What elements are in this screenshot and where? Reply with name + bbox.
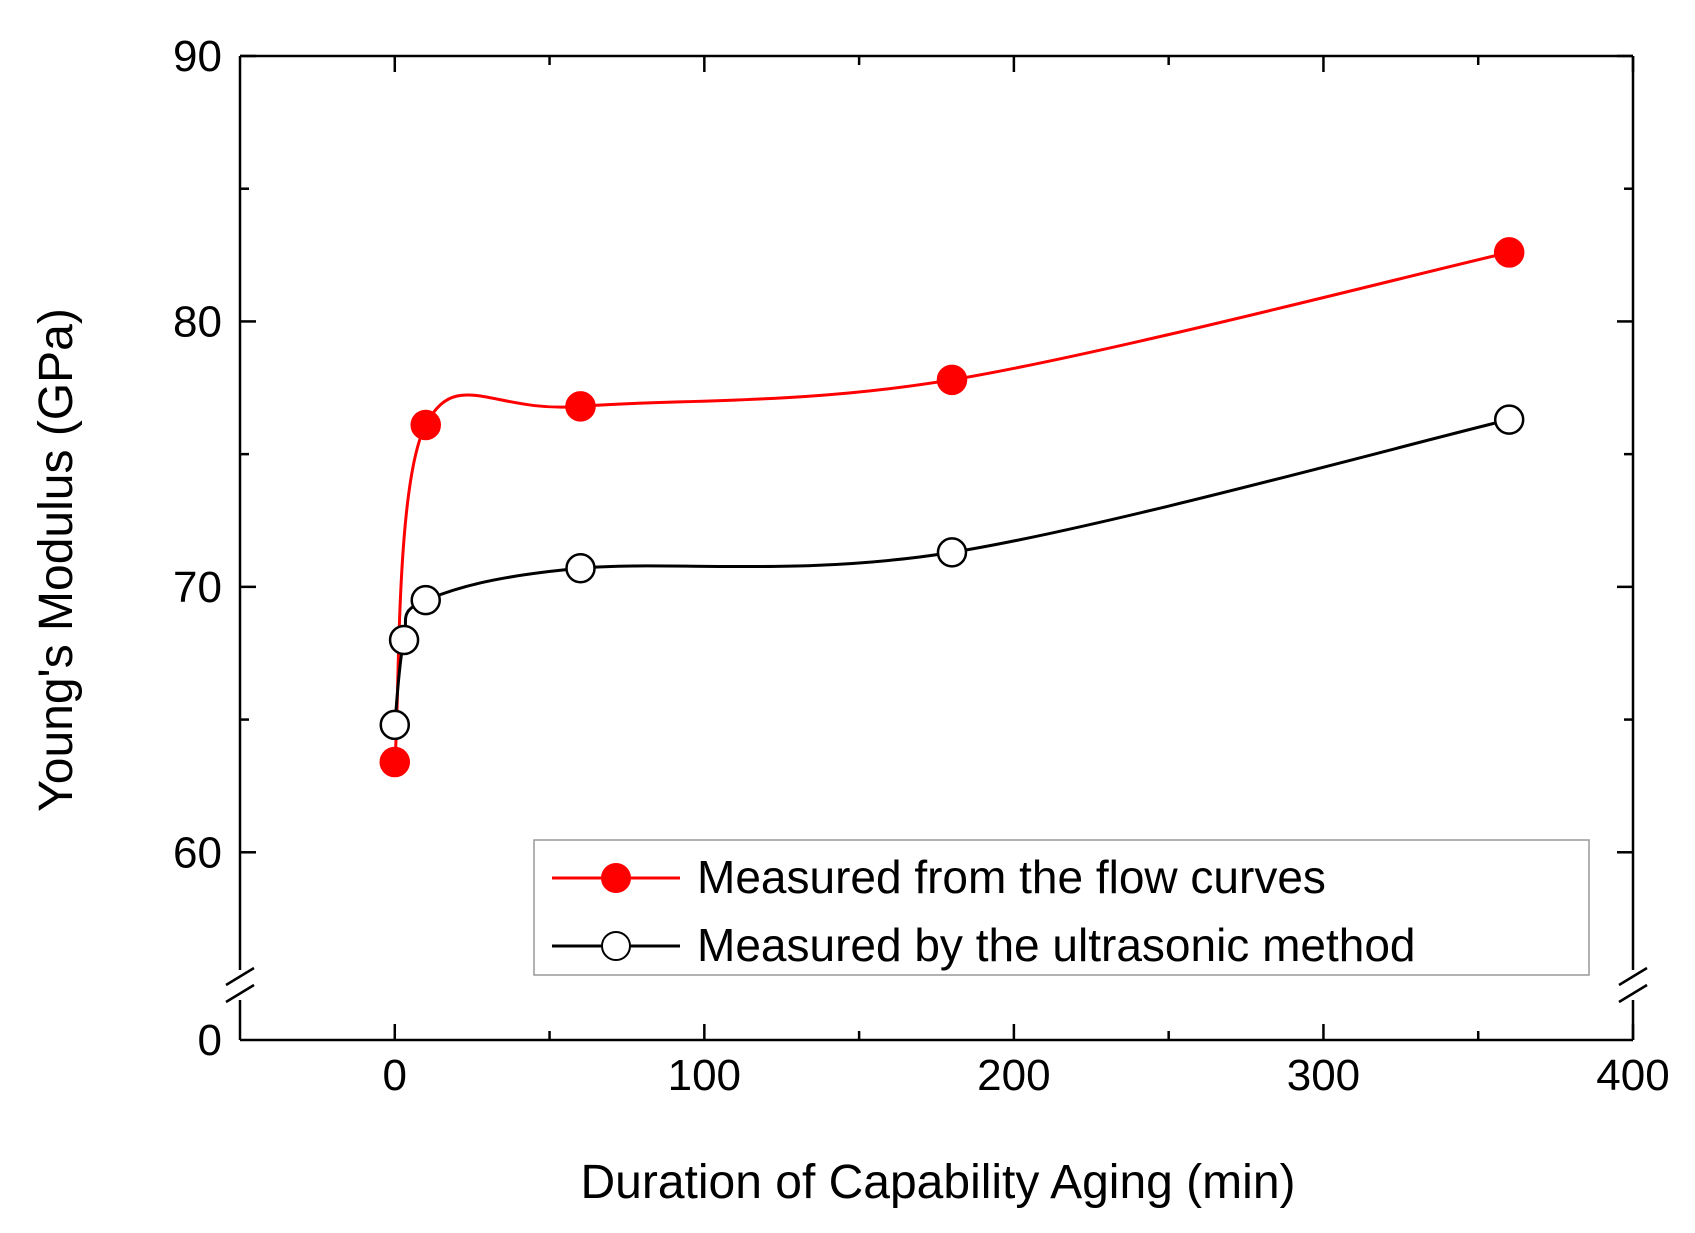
series-1-point-3	[565, 553, 596, 584]
series-0-point-2	[565, 391, 596, 422]
x-tick-label: 0	[383, 1051, 407, 1100]
series-0-point-1	[410, 409, 441, 441]
y-tick-label: 70	[173, 563, 222, 612]
y-tick-label: 0	[198, 1016, 222, 1065]
y-axis-title: Young's Modulus (GPa)	[30, 308, 83, 812]
series-1-point-4	[936, 537, 968, 568]
left-break-mark-upper	[225, 966, 255, 987]
series-0-point-4	[1493, 237, 1525, 268]
legend-marker-ultrasonic	[601, 931, 631, 961]
series-0-point-0	[379, 746, 411, 778]
x-tick-label: 400	[1596, 1051, 1669, 1100]
y-tick-label: 80	[173, 297, 222, 346]
y-tick-label: 90	[173, 32, 222, 81]
x-tick-label: 100	[668, 1051, 741, 1100]
right-break-mark-lower	[1618, 983, 1648, 1004]
left-break-mark-lower	[225, 983, 255, 1004]
axis-ticks	[240, 54, 1635, 1040]
series-line-1	[393, 418, 1510, 726]
series-1-point-5	[1493, 404, 1525, 435]
legend-marker-flow	[601, 863, 631, 893]
x-axis-title: Duration of Capability Aging (min)	[580, 1156, 1295, 1209]
plot-frame	[225, 54, 1648, 1042]
legend-box	[533, 839, 1590, 976]
tick-labels: 0 100 200 300 400 0 60 70 80 90	[173, 32, 1670, 1100]
series-1-point-2	[410, 584, 441, 616]
series-layer	[379, 237, 1525, 778]
y-tick-label: 60	[173, 828, 222, 877]
legend-label-ultrasonic: Measured by the ultrasonic method	[697, 919, 1416, 971]
x-tick-label: 300	[1287, 1051, 1360, 1100]
legend: Measured from the flow curves Measured b…	[533, 839, 1590, 976]
series-0-point-3	[936, 364, 968, 396]
series-1-point-0	[379, 709, 411, 741]
series-1-point-1	[388, 624, 420, 656]
right-break-mark-upper	[1618, 966, 1648, 987]
x-tick-label: 200	[977, 1051, 1050, 1100]
series-line-0	[393, 250, 1510, 763]
legend-label-flow: Measured from the flow curves	[697, 851, 1326, 903]
